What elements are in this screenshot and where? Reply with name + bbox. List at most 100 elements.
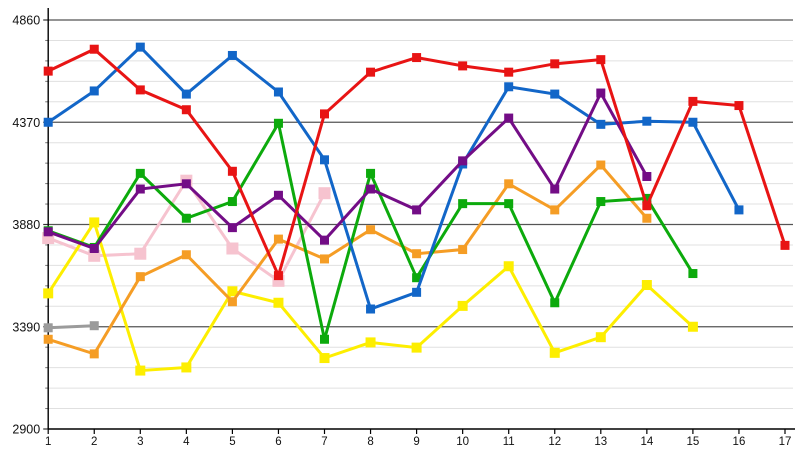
data-point-yellow[interactable]	[227, 286, 238, 297]
data-point-orange[interactable]	[273, 234, 283, 244]
data-point-orange[interactable]	[135, 272, 145, 282]
data-point-red[interactable]	[596, 55, 606, 65]
data-point-red[interactable]	[273, 271, 283, 281]
data-point-orange[interactable]	[504, 179, 514, 189]
data-point-red[interactable]	[412, 53, 422, 63]
data-point-green[interactable]	[227, 197, 237, 207]
x-axis-tick-label: 11	[503, 436, 515, 448]
data-point-orange[interactable]	[412, 249, 422, 259]
data-point-red[interactable]	[550, 59, 560, 69]
data-point-red[interactable]	[320, 109, 329, 119]
data-point-green[interactable]	[412, 273, 422, 283]
data-point-blue[interactable]	[43, 117, 53, 127]
data-point-blue[interactable]	[273, 87, 283, 97]
data-point-purple[interactable]	[135, 184, 145, 194]
data-point-yellow[interactable]	[549, 347, 560, 358]
data-point-red[interactable]	[458, 61, 468, 71]
data-point-purple[interactable]	[273, 190, 283, 200]
data-point-blue[interactable]	[504, 82, 514, 92]
x-axis-tick-label: 5	[229, 436, 235, 448]
data-point-red[interactable]	[642, 201, 652, 211]
data-point-green[interactable]	[596, 197, 606, 207]
data-point-red[interactable]	[43, 66, 53, 76]
data-point-green[interactable]	[458, 199, 468, 209]
data-point-yellow[interactable]	[595, 332, 606, 343]
data-point-purple[interactable]	[227, 223, 237, 233]
data-point-red[interactable]	[734, 101, 744, 111]
data-point-orange[interactable]	[181, 250, 191, 260]
data-point-red[interactable]	[181, 105, 191, 115]
data-point-red[interactable]	[780, 240, 790, 250]
data-point-green[interactable]	[504, 199, 514, 209]
data-point-blue[interactable]	[181, 89, 191, 99]
data-point-blue[interactable]	[642, 116, 652, 126]
data-point-red[interactable]	[366, 67, 376, 77]
data-point-red[interactable]	[227, 166, 237, 176]
data-point-blue[interactable]	[227, 50, 237, 60]
data-point-orange[interactable]	[596, 160, 606, 170]
data-point-orange[interactable]	[642, 213, 652, 223]
data-point-purple[interactable]	[320, 235, 329, 245]
data-point-blue[interactable]	[366, 304, 376, 314]
data-point-blue[interactable]	[412, 287, 422, 297]
data-point-green[interactable]	[181, 213, 191, 223]
data-point-orange[interactable]	[366, 225, 376, 235]
data-point-green[interactable]	[273, 118, 283, 128]
series-line-orange	[47, 162, 648, 356]
data-point-yellow[interactable]	[135, 365, 146, 376]
data-point-yellow[interactable]	[273, 297, 284, 308]
data-point-blue[interactable]	[320, 155, 329, 165]
data-point-yellow[interactable]	[411, 342, 422, 353]
data-point-purple[interactable]	[366, 184, 376, 194]
data-point-purple[interactable]	[596, 88, 606, 98]
data-point-yellow[interactable]	[319, 353, 330, 364]
data-point-gray[interactable]	[89, 321, 99, 331]
data-point-orange[interactable]	[89, 349, 99, 359]
data-point-yellow[interactable]	[503, 261, 514, 272]
series-gray	[43, 321, 99, 333]
data-point-purple[interactable]	[504, 113, 514, 123]
data-point-yellow[interactable]	[43, 288, 54, 299]
data-point-yellow[interactable]	[687, 321, 698, 332]
data-point-blue[interactable]	[135, 42, 145, 52]
data-point-yellow[interactable]	[365, 337, 376, 348]
data-point-blue[interactable]	[550, 89, 560, 99]
data-point-purple[interactable]	[412, 205, 422, 215]
data-point-orange[interactable]	[43, 334, 53, 344]
data-point-orange[interactable]	[227, 297, 237, 307]
data-point-green[interactable]	[688, 269, 698, 279]
data-point-red[interactable]	[89, 44, 99, 54]
data-point-yellow[interactable]	[457, 300, 468, 311]
data-point-orange[interactable]	[550, 205, 560, 215]
data-point-blue[interactable]	[596, 119, 606, 129]
data-point-red[interactable]	[688, 96, 698, 106]
data-point-purple[interactable]	[642, 172, 652, 182]
axes-group	[47, 8, 795, 434]
data-point-pink[interactable]	[134, 247, 147, 260]
data-point-blue[interactable]	[734, 205, 744, 215]
data-point-pink[interactable]	[226, 242, 239, 255]
data-point-purple[interactable]	[89, 243, 99, 253]
data-point-yellow[interactable]	[641, 280, 652, 291]
data-point-purple[interactable]	[458, 156, 468, 166]
data-point-blue[interactable]	[688, 117, 698, 127]
data-point-purple[interactable]	[550, 184, 560, 194]
data-point-pink[interactable]	[318, 187, 331, 200]
series-pink	[42, 174, 331, 287]
data-point-red[interactable]	[504, 67, 514, 77]
data-point-purple[interactable]	[181, 179, 191, 189]
data-point-green[interactable]	[320, 334, 329, 344]
data-point-yellow[interactable]	[89, 217, 100, 228]
data-point-green[interactable]	[366, 168, 376, 178]
data-point-red[interactable]	[135, 85, 145, 95]
data-point-green[interactable]	[135, 168, 145, 178]
data-point-yellow[interactable]	[181, 362, 192, 373]
data-point-blue[interactable]	[89, 86, 99, 96]
data-point-orange[interactable]	[320, 254, 329, 264]
data-point-green[interactable]	[550, 298, 560, 308]
data-point-green[interactable]	[642, 193, 652, 203]
x-axis-tick-label: 7	[321, 436, 327, 448]
data-point-orange[interactable]	[458, 245, 468, 255]
data-point-purple[interactable]	[43, 227, 53, 237]
data-point-gray[interactable]	[43, 323, 53, 333]
